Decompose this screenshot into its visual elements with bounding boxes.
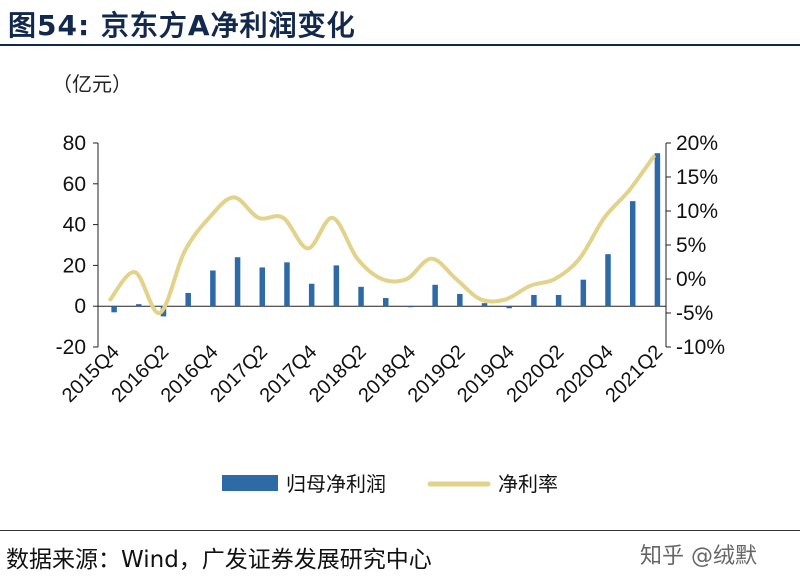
bar-2018Q1 [333,265,340,307]
y-right-tick-label: 15% [676,166,718,189]
bar-2020Q3 [580,279,587,307]
legend-swatch-bar [222,475,278,491]
bar-2020Q2 [555,294,562,307]
footer-divider [0,530,800,531]
y-left-tick-label: 80 [63,132,86,155]
y-right-tick-label: 0% [676,268,706,291]
y-right-tick-label: 5% [676,234,706,257]
bar-2019Q4 [506,306,512,309]
bar-2018Q4 [407,306,414,308]
bar-2020Q4 [605,254,611,307]
bar-2021Q2 [654,153,661,307]
bar-2017Q2 [259,267,266,307]
y-left-tick-label: 40 [63,214,86,237]
bar-2018Q3 [383,298,389,307]
bar-2015Q4 [111,306,117,313]
bar-2016Q3 [185,292,191,307]
bar-2017Q3 [284,262,290,307]
y-right-tick-label: 10% [676,200,718,223]
series-line-net-margin [108,154,656,315]
bar-2017Q4 [308,283,315,307]
bar-2019Q1 [432,284,438,307]
bar-2020Q1 [531,294,537,307]
bar-2017Q1 [234,257,241,307]
y-left-tick-label: 60 [63,173,86,196]
bar-2018Q2 [358,286,364,307]
bar-2016Q4 [210,270,216,307]
source-note: 数据来源：Wind，广发证券发展研究中心 [6,547,432,573]
chart-title: 图54: 京东方A净利润变化 [8,9,356,42]
y-right-tick-label: -10% [676,336,725,359]
title-divider [0,44,800,46]
bar-2019Q2 [457,293,463,307]
bar-2019Q3 [481,303,488,307]
legend-label-bar: 归母净利润 [286,472,386,496]
y-right-tick-label: -5% [676,302,713,325]
watermark: 知乎 @绒默 [640,544,757,569]
legend-label-line: 净利率 [498,472,558,496]
bar-2016Q1 [136,304,142,307]
y-right-tick-label: 20% [676,132,718,155]
y-left-tick-label: -20 [56,336,86,359]
y-left-tick-label: 0 [74,295,86,318]
y-axis-unit-label: （亿元） [52,72,132,96]
y-left-tick-label: 20 [63,254,86,277]
bar-2021Q1 [629,201,636,307]
